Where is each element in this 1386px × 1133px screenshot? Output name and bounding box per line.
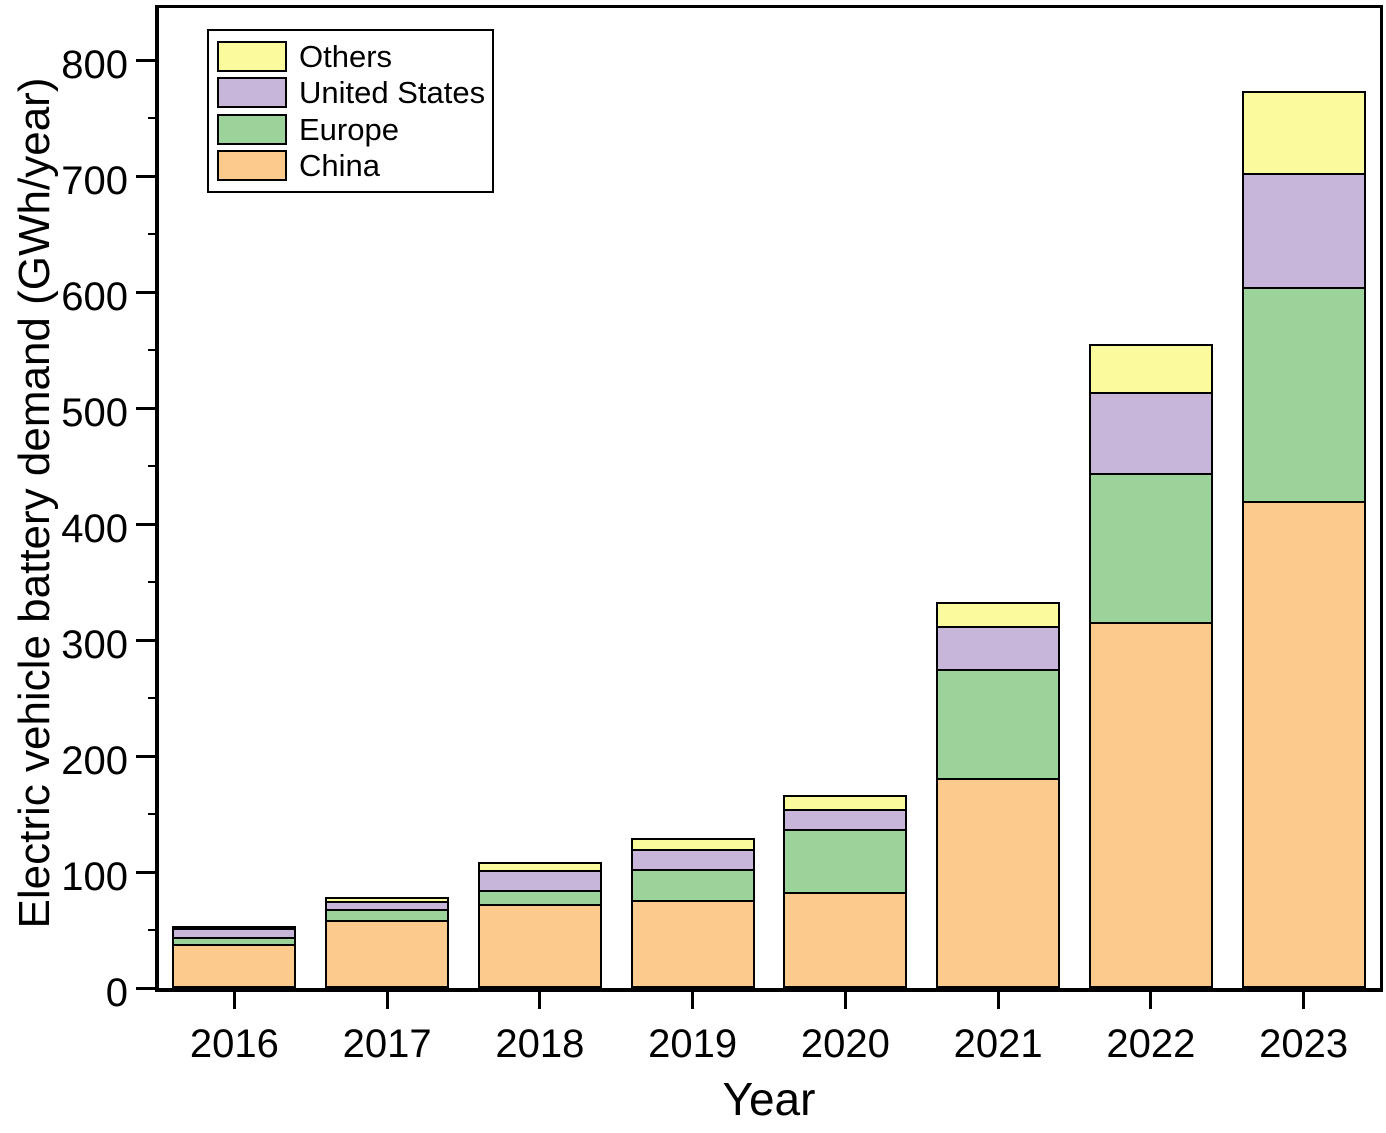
y-tick bbox=[136, 870, 158, 874]
y-axis-title: Electric vehicle battery demand (GWh/yea… bbox=[10, 77, 59, 929]
bar-2020-china bbox=[783, 892, 908, 988]
bar-2018-others bbox=[477, 861, 602, 873]
y-tick bbox=[136, 522, 158, 526]
x-tick-label: 2022 bbox=[1106, 1022, 1196, 1066]
x-tick bbox=[843, 988, 847, 1009]
y-tick bbox=[136, 754, 158, 758]
y-tick-label: 300 bbox=[61, 623, 128, 668]
bar-2020-others bbox=[783, 794, 908, 811]
legend: Others United States Europe China bbox=[207, 29, 494, 193]
legend-label: United States bbox=[299, 75, 486, 111]
bar-2019-united-states bbox=[630, 849, 755, 871]
y-minor-tick bbox=[148, 465, 158, 468]
bar-2023-united-states bbox=[1241, 173, 1366, 289]
legend-label: Europe bbox=[299, 111, 399, 147]
bar-2018-china bbox=[477, 903, 602, 988]
bar-2022-united-states bbox=[1088, 392, 1213, 476]
x-tick-label: 2019 bbox=[648, 1022, 738, 1066]
x-tick-label: 2020 bbox=[800, 1022, 890, 1066]
bar-2019-europe bbox=[630, 868, 755, 903]
legend-swatch bbox=[217, 113, 287, 145]
x-tick-label: 2021 bbox=[953, 1022, 1043, 1066]
x-tick bbox=[1149, 988, 1153, 1009]
y-tick-label: 700 bbox=[61, 159, 128, 204]
bar-2021-united-states bbox=[936, 626, 1061, 672]
legend-item-united-states: United States bbox=[217, 75, 486, 111]
y-minor-tick bbox=[148, 233, 158, 236]
legend-label: Others bbox=[299, 38, 393, 74]
bar-2022-others bbox=[1088, 343, 1213, 395]
y-tick bbox=[136, 174, 158, 178]
y-tick-label: 200 bbox=[61, 739, 128, 784]
y-minor-tick bbox=[148, 117, 158, 120]
bar-2018-united-states bbox=[477, 870, 602, 892]
y-minor-tick bbox=[148, 929, 158, 931]
y-tick-label: 400 bbox=[61, 507, 128, 552]
x-tick bbox=[996, 988, 1000, 1009]
bar-2021-china bbox=[936, 778, 1061, 988]
legend-swatch bbox=[217, 150, 287, 182]
y-tick-label: 800 bbox=[61, 43, 128, 88]
y-tick bbox=[136, 290, 158, 294]
x-tick-label: 2018 bbox=[495, 1022, 585, 1066]
bar-2017-others bbox=[325, 896, 450, 904]
bar-2022-europe bbox=[1088, 473, 1213, 624]
x-tick bbox=[691, 988, 695, 1009]
legend-item-others: Others bbox=[217, 38, 484, 74]
plot-area bbox=[155, 5, 1383, 992]
bar-2018-europe bbox=[477, 889, 602, 906]
legend-item-europe: Europe bbox=[217, 111, 484, 147]
y-tick bbox=[136, 58, 158, 62]
legend-swatch bbox=[217, 77, 287, 109]
legend-item-china: China bbox=[217, 148, 484, 184]
bar-2019-others bbox=[630, 837, 755, 852]
bar-2023-others bbox=[1241, 90, 1366, 176]
x-tick bbox=[232, 988, 236, 1009]
x-axis-title: Year bbox=[722, 1073, 816, 1125]
bar-2020-europe bbox=[783, 829, 908, 895]
legend-swatch bbox=[217, 40, 287, 72]
y-tick bbox=[136, 406, 158, 410]
y-minor-tick bbox=[148, 813, 158, 816]
x-tick bbox=[385, 988, 389, 1009]
bar-2021-europe bbox=[936, 669, 1061, 781]
bar-2016-others bbox=[172, 925, 297, 931]
y-minor-tick bbox=[148, 581, 158, 584]
bar-2023-china bbox=[1241, 501, 1366, 988]
bar-2022-china bbox=[1088, 621, 1213, 988]
y-tick bbox=[136, 638, 158, 642]
y-minor-tick bbox=[148, 349, 158, 352]
bar-2019-china bbox=[630, 900, 755, 988]
legend-label: China bbox=[299, 148, 380, 184]
bar-2017-china bbox=[325, 919, 450, 988]
y-tick-label: 600 bbox=[61, 275, 128, 320]
bar-2016-china bbox=[172, 944, 297, 988]
y-tick-label: 500 bbox=[61, 391, 128, 436]
bar-2020-united-states bbox=[783, 808, 908, 832]
y-tick-label: 100 bbox=[61, 855, 128, 900]
x-tick-label: 2017 bbox=[342, 1022, 432, 1066]
x-tick bbox=[538, 988, 542, 1009]
y-minor-tick bbox=[148, 697, 158, 700]
x-tick-label: 2023 bbox=[1259, 1022, 1349, 1066]
x-tick-label: 2016 bbox=[189, 1022, 279, 1066]
bar-2021-others bbox=[936, 602, 1061, 629]
x-tick bbox=[1302, 988, 1306, 1009]
y-tick-label: 0 bbox=[105, 971, 128, 1015]
bar-2023-europe bbox=[1241, 286, 1366, 504]
y-tick bbox=[136, 986, 158, 990]
